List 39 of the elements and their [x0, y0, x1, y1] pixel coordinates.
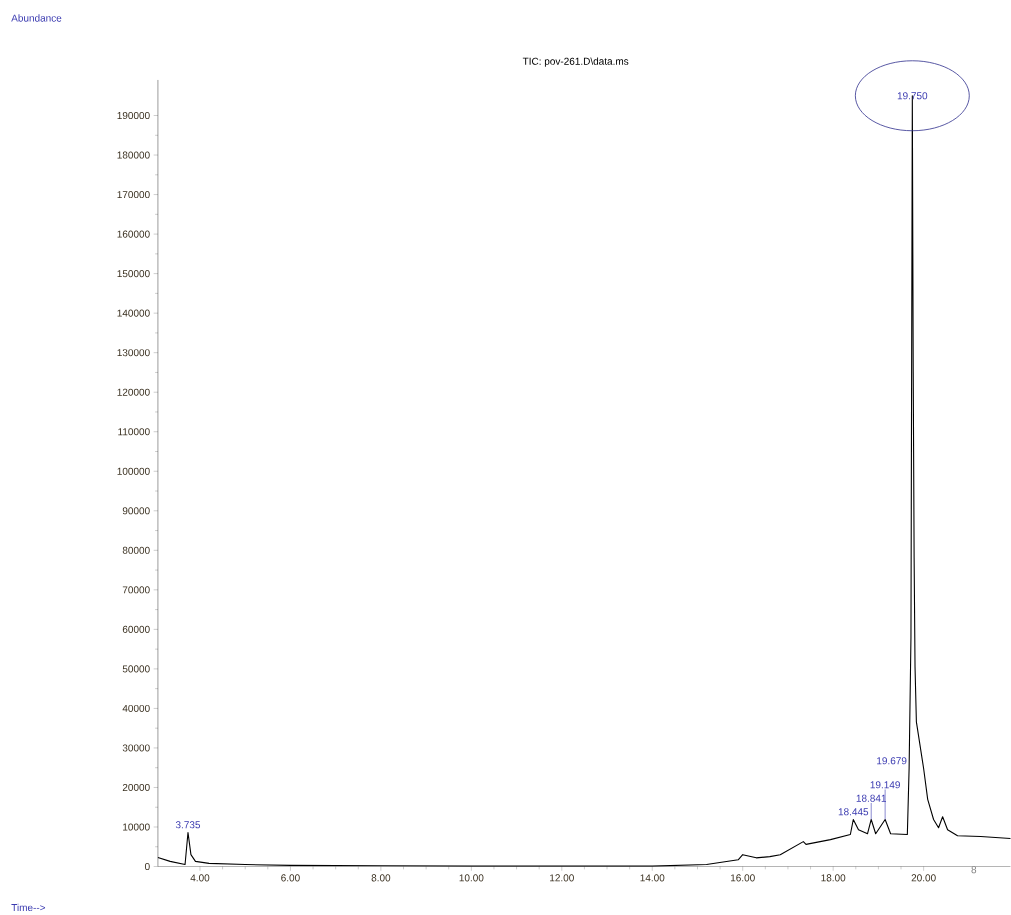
text: Time-->: [11, 904, 46, 912]
x-tick-label: 18.00: [821, 874, 846, 882]
x-tick-label: 6.00: [281, 874, 300, 882]
y-tick-label: 140000: [117, 309, 150, 317]
text: Abundance: [11, 14, 62, 22]
annotation: 19.750: [897, 92, 928, 100]
y-tick-label: 150000: [117, 270, 150, 278]
y-tick-label: 60000: [122, 626, 150, 634]
y-tick-label: 190000: [117, 112, 150, 120]
y-tick-label: 0: [144, 863, 150, 871]
y-tick-label: 100000: [117, 467, 150, 476]
x-tick-label: 20.00: [911, 874, 936, 882]
y-tick-label: 160000: [117, 230, 150, 238]
y-tick-label: 110000: [118, 428, 150, 436]
annotation: 18.445: [838, 808, 869, 816]
annotation: 3.735: [175, 821, 201, 829]
annotation: 8: [971, 866, 977, 874]
chart-title: TIC: pov-261.D\data.ms: [522, 57, 629, 68]
annotation: 19.679: [877, 757, 907, 765]
y-tick-label: 80000: [122, 547, 150, 555]
x-tick-label: 10.00: [459, 874, 484, 882]
y-tick-label: 170000: [117, 191, 150, 199]
y-tick-label: 50000: [122, 665, 150, 673]
annotation: 18.841: [856, 794, 887, 803]
y-tick-label: 90000: [122, 507, 150, 515]
y-tick-label: 70000: [122, 586, 150, 594]
y-tick-label: 10000: [123, 823, 150, 831]
x-tick-label: 8.00: [371, 874, 391, 882]
y-tick-label: 120000: [117, 388, 150, 396]
x-tick-label: 12.00: [550, 874, 574, 882]
y-tick-label: 130000: [117, 349, 150, 357]
x-tick-label: 14.00: [640, 874, 665, 882]
y-tick-label: 20000: [122, 784, 150, 792]
annotation: 19.149: [870, 781, 900, 789]
x-tick-label: 16.00: [730, 874, 755, 882]
y-tick-label: 40000: [122, 705, 150, 713]
y-tick-label: 180000: [117, 151, 150, 159]
y-tick-label: 30000: [122, 744, 150, 752]
x-tick-label: 4.00: [190, 874, 210, 882]
